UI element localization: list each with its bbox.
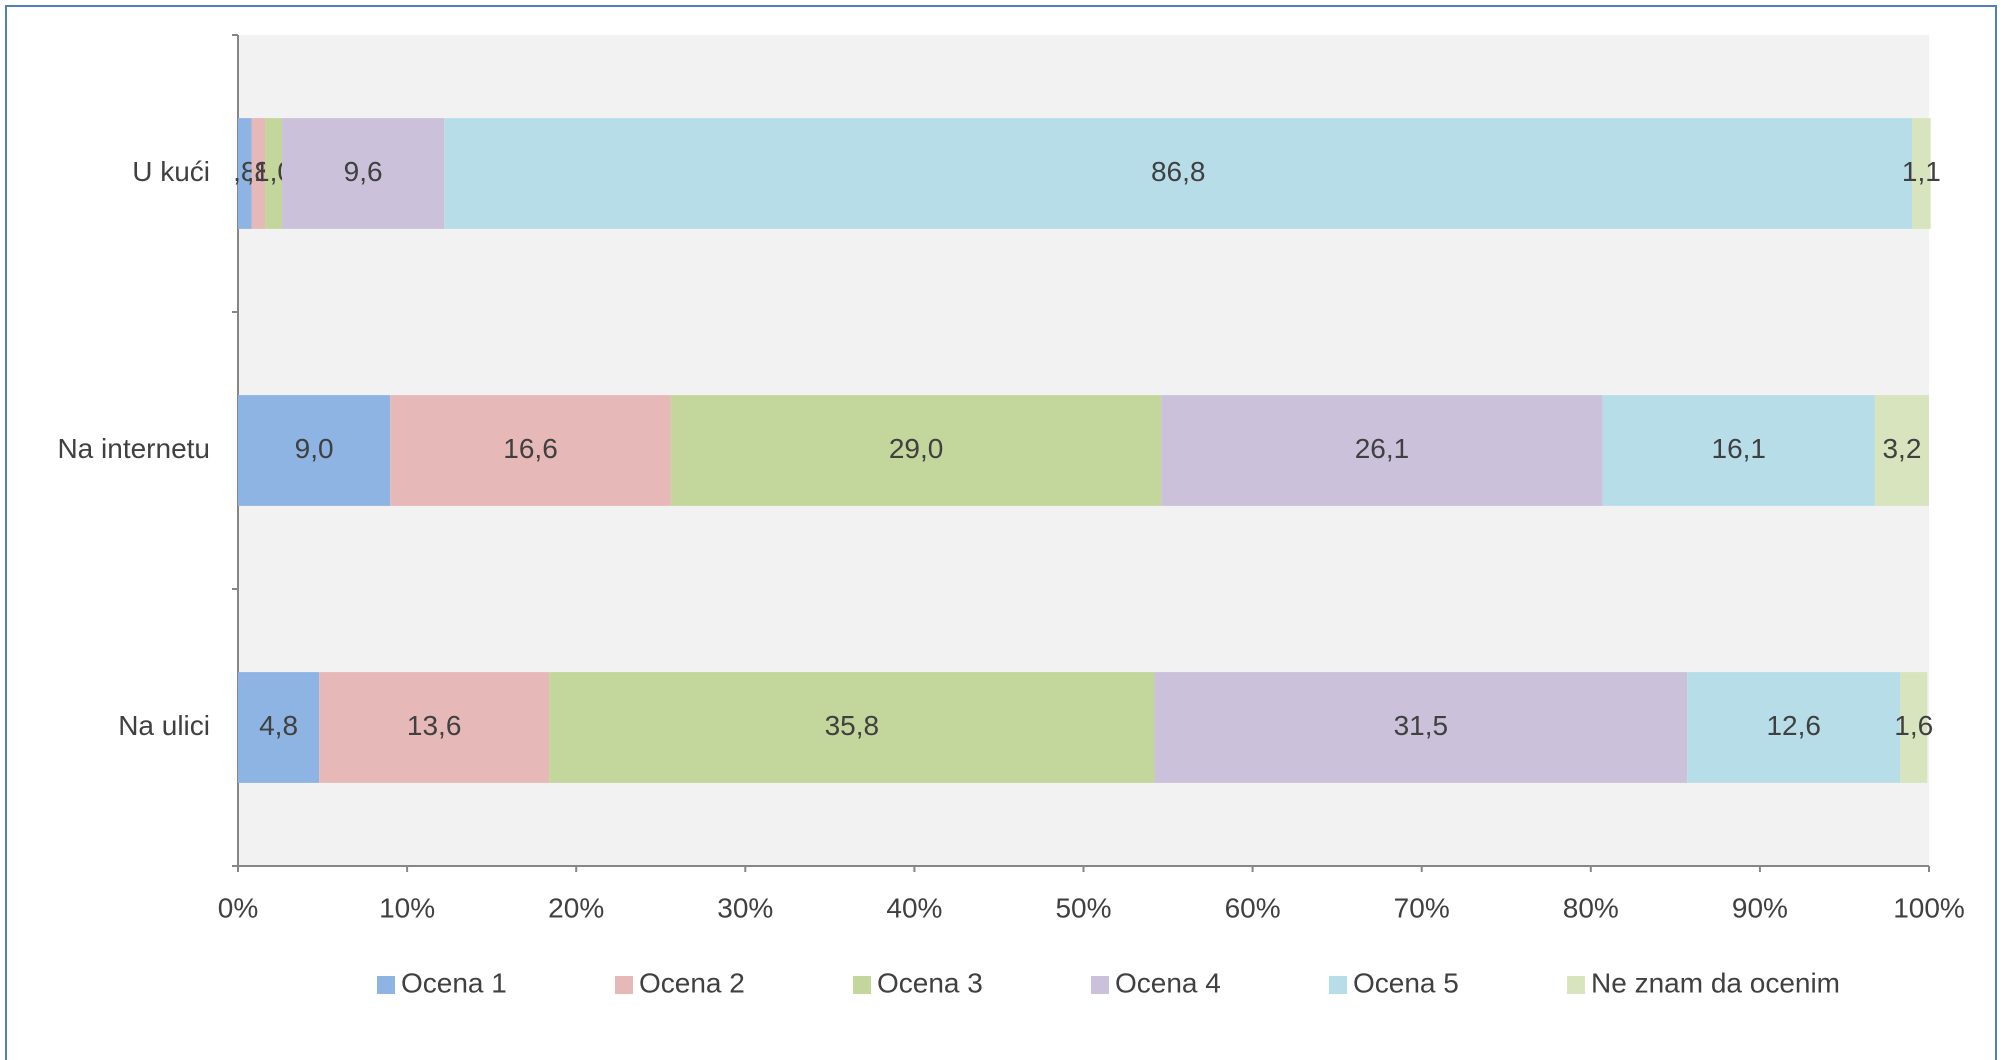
legend-label: Ocena 2 xyxy=(639,967,745,998)
bar-segment xyxy=(319,672,550,783)
bar-segment xyxy=(1687,672,1901,783)
bar-segment xyxy=(549,672,1155,783)
legend-label: Ne znam da ocenim xyxy=(1591,967,1840,998)
y-tick-label: Na internetu xyxy=(57,433,210,464)
bar-segment xyxy=(1161,395,1603,506)
data-label: 12,6 xyxy=(1766,710,1821,741)
x-tick-label: 60% xyxy=(1225,892,1281,923)
x-tick-label: 20% xyxy=(548,892,604,923)
y-tick-label: Na ulici xyxy=(118,710,210,741)
x-tick-label: 30% xyxy=(717,892,773,923)
data-label: ,8 xyxy=(247,156,270,187)
x-tick-label: 40% xyxy=(886,892,942,923)
bar-segment xyxy=(251,118,266,229)
legend-swatch xyxy=(1091,976,1109,994)
bar-segment xyxy=(281,118,445,229)
data-label: 29,0 xyxy=(889,433,944,464)
x-tick-label: 10% xyxy=(379,892,435,923)
legend-label: Ocena 4 xyxy=(1115,967,1221,998)
bar-segment xyxy=(444,118,1913,229)
data-label: ,8 xyxy=(233,156,256,187)
x-tick-label: 50% xyxy=(1055,892,1111,923)
data-label: 16,6 xyxy=(503,433,558,464)
bar-segment xyxy=(1874,395,1929,506)
legend-label: Ocena 1 xyxy=(401,967,507,998)
x-tick-label: 0% xyxy=(218,892,258,923)
x-tick-label: 100% xyxy=(1893,892,1965,923)
bar-segment xyxy=(238,395,391,506)
bar-segment xyxy=(1912,118,1931,229)
data-label: 1,6 xyxy=(1894,710,1933,741)
legend-swatch xyxy=(1567,976,1585,994)
bar-segment xyxy=(265,118,282,229)
x-tick-label: 70% xyxy=(1394,892,1450,923)
data-label: 1,1 xyxy=(1902,156,1941,187)
data-label: 31,5 xyxy=(1394,710,1449,741)
data-label: 16,1 xyxy=(1712,433,1767,464)
data-label: 86,8 xyxy=(1151,156,1206,187)
bar-segment xyxy=(238,672,320,783)
bar-segment xyxy=(238,118,252,229)
legend-swatch xyxy=(853,976,871,994)
legend-label: Ocena 5 xyxy=(1353,967,1459,998)
data-label: 9,0 xyxy=(295,433,334,464)
data-label: 13,6 xyxy=(407,710,462,741)
data-label: 3,2 xyxy=(1882,433,1921,464)
bar-segment xyxy=(670,395,1162,506)
data-label: 9,6 xyxy=(344,156,383,187)
legend-swatch xyxy=(1329,976,1347,994)
bar-segment xyxy=(1602,395,1875,506)
data-label: 4,8 xyxy=(259,710,298,741)
data-label: 26,1 xyxy=(1355,433,1410,464)
x-tick-label: 80% xyxy=(1563,892,1619,923)
legend-swatch xyxy=(615,976,633,994)
data-label: 35,8 xyxy=(825,710,880,741)
x-tick-label: 90% xyxy=(1732,892,1788,923)
bar-segment xyxy=(1900,672,1928,783)
bar-segment xyxy=(1154,672,1688,783)
legend-swatch xyxy=(377,976,395,994)
bar-segment xyxy=(390,395,671,506)
y-tick-label: U kući xyxy=(132,156,210,187)
legend-label: Ocena 3 xyxy=(877,967,983,998)
